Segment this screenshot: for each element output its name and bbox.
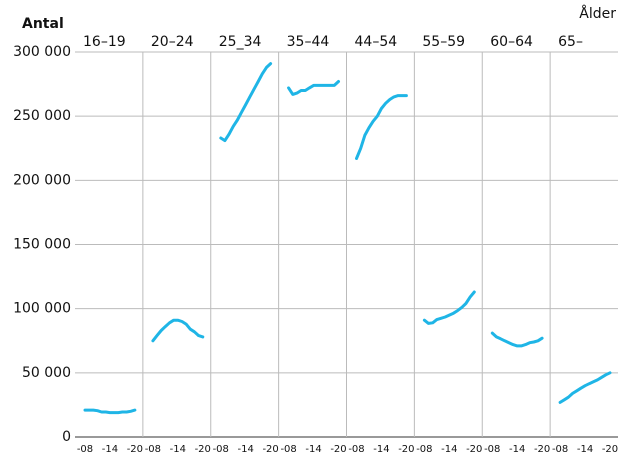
x-tick-label: -08	[348, 444, 364, 455]
y-tick-label: 100 000	[13, 301, 71, 317]
y-tick-label: 300 000	[13, 44, 71, 60]
x-tick-label: -08	[416, 444, 432, 455]
panel-title: 44–54	[355, 34, 398, 50]
y-tick-label: 250 000	[13, 108, 71, 124]
x-tick-label: -14	[102, 444, 118, 455]
x-tick-label: -08	[77, 444, 93, 455]
x-tick-label: -14	[170, 444, 186, 455]
x-tick-label: -08	[280, 444, 296, 455]
x-tick-label: -14	[238, 444, 254, 455]
line	[151, 318, 205, 343]
line	[490, 331, 544, 348]
line	[558, 371, 612, 404]
panel-title: 35–44	[287, 34, 330, 50]
x-tick-label: -20	[330, 444, 346, 455]
panel-title: 16–19	[83, 34, 126, 50]
x-tick-label: -20	[466, 444, 482, 455]
x-tick-label: -14	[305, 444, 321, 455]
y-axis-label: Antal	[22, 16, 64, 32]
x-tick-label: -08	[552, 444, 568, 455]
y-tick-label: 150 000	[13, 237, 71, 253]
x-tick-label: -20	[195, 444, 211, 455]
y-tick-label: 50 000	[22, 365, 71, 381]
x-tick-label: -08	[484, 444, 500, 455]
x-tick-label: -08	[213, 444, 229, 455]
panel-title: 55–59	[422, 34, 465, 50]
x-tick-label: -20	[127, 444, 143, 455]
x-tick-label: -14	[373, 444, 389, 455]
x-axis-label: Ålder	[579, 5, 616, 22]
x-tick-label: -08	[145, 444, 161, 455]
line	[83, 408, 137, 415]
x-tick-label: -20	[602, 444, 618, 455]
x-tick-label: -20	[534, 444, 550, 455]
y-tick-label: 200 000	[13, 172, 71, 188]
line	[287, 80, 340, 96]
x-tick-label: -20	[398, 444, 414, 455]
line	[355, 94, 408, 160]
panel-title: 60–64	[490, 34, 533, 50]
line	[422, 290, 476, 325]
x-tick-label: -14	[509, 444, 525, 455]
y-tick-label: 0	[62, 429, 71, 445]
line	[219, 62, 273, 143]
panel-title: 20–24	[151, 34, 194, 50]
x-tick-label: -14	[441, 444, 457, 455]
panel-title: 65–	[558, 34, 583, 50]
x-tick-label: -14	[577, 444, 593, 455]
x-tick-label: -20	[262, 444, 278, 455]
panel-title: 25_34	[219, 34, 262, 50]
